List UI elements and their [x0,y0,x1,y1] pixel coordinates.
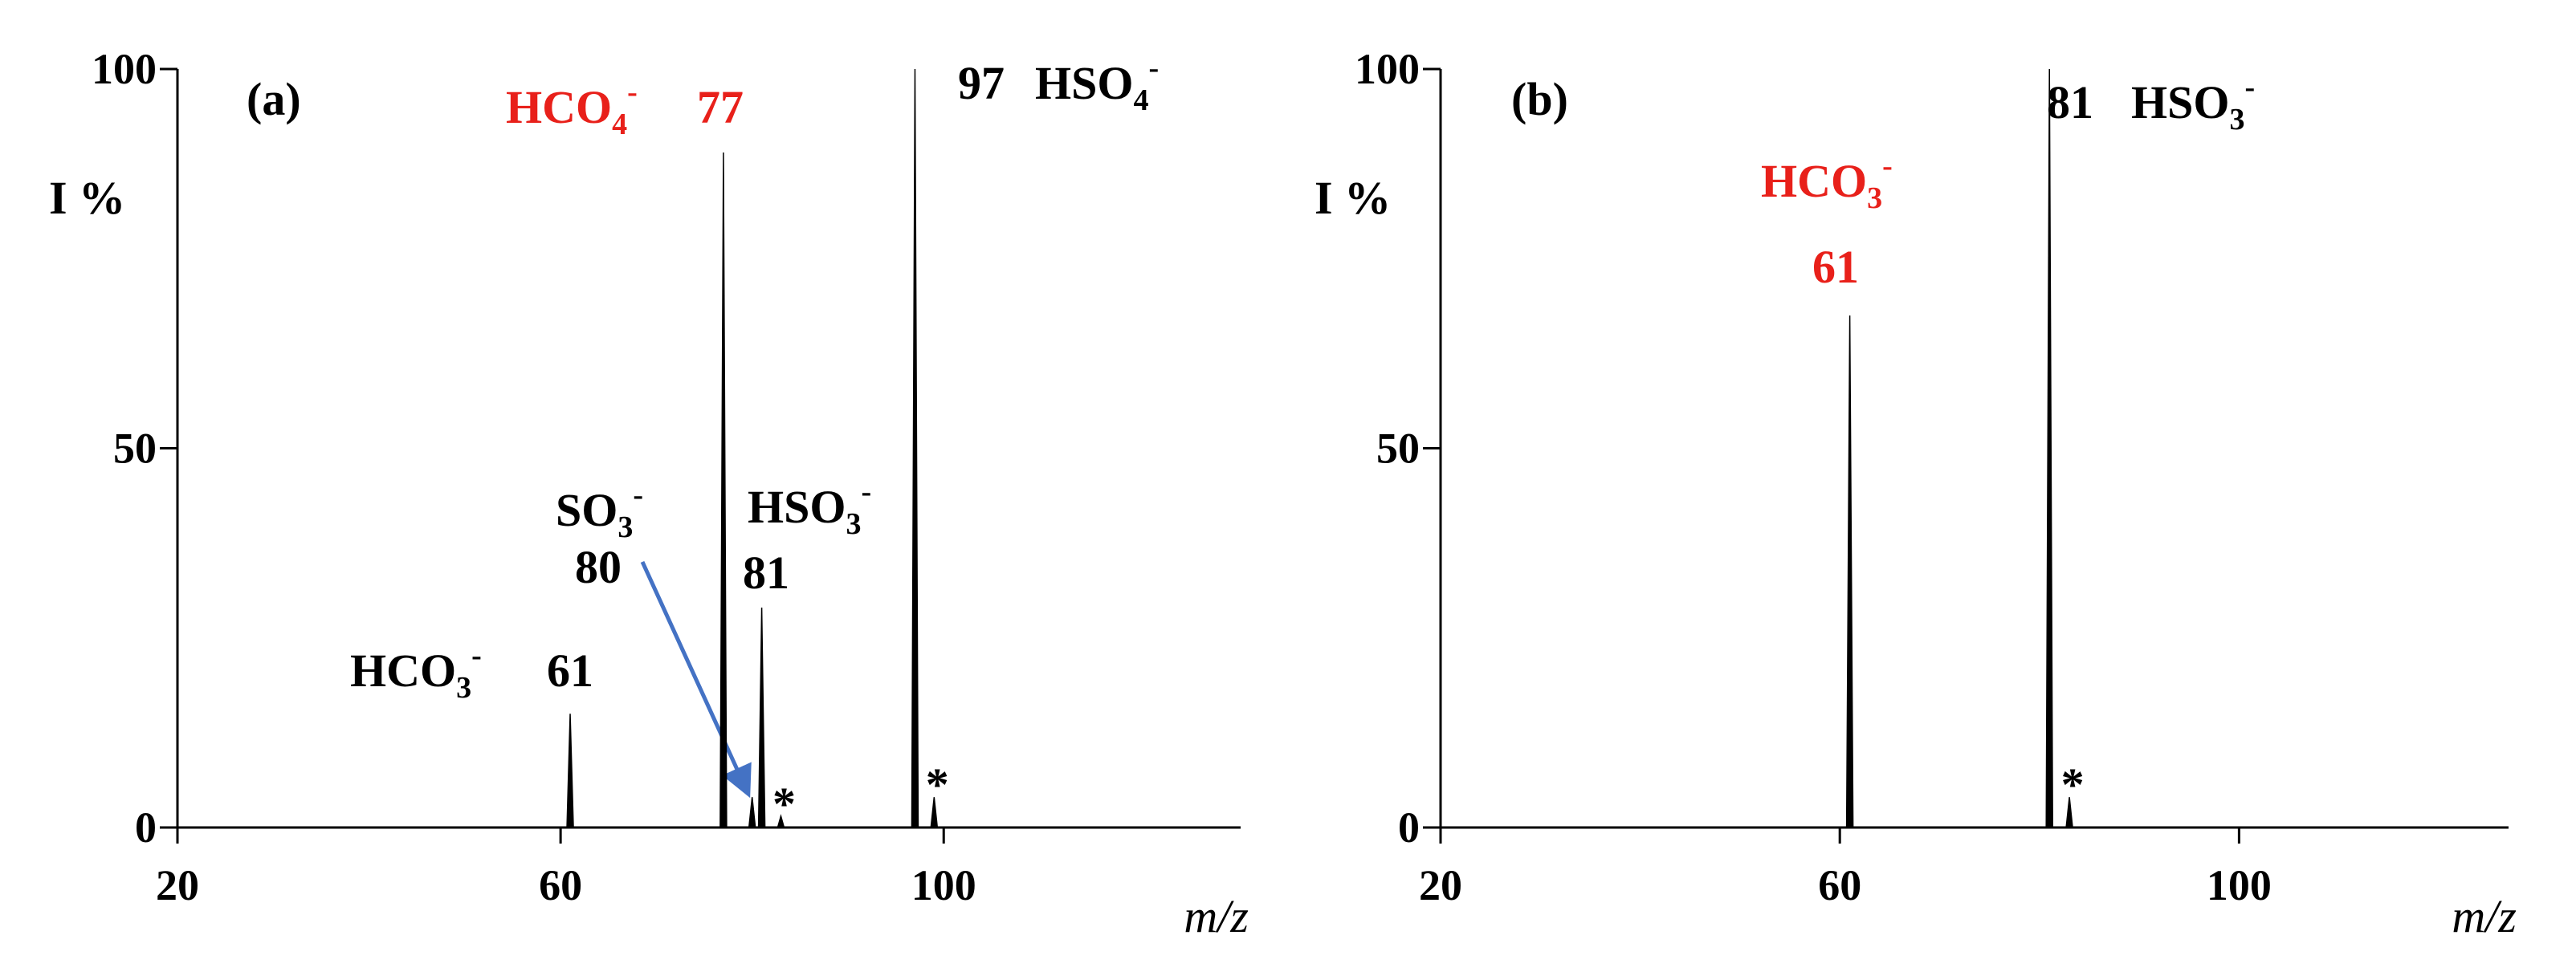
peak-note: * [772,778,796,830]
y-tick-label: 100 [1355,45,1420,93]
peak [776,814,785,828]
peak [2045,68,2053,828]
charge: - [471,639,482,673]
ion-label: HCO4- [506,75,638,141]
ion: HCO [1761,155,1867,207]
peak [911,68,919,828]
charge: - [1149,51,1160,85]
mz-label: 61 [1812,241,1859,293]
panel-label: (b) [1511,73,1568,125]
y-tick-label: 50 [1376,425,1420,473]
x-axis-label: m/z [2452,890,2517,942]
ion: HSO [2131,76,2230,128]
charge: - [1882,149,1893,183]
ion: HSO [748,481,846,533]
subscript: 3 [846,507,862,541]
peak [719,152,728,828]
ion: HSO [1035,57,1134,109]
x-tick-label: 100 [2207,861,2272,909]
mz-label: 81 [2047,76,2093,128]
subscript: 4 [612,108,627,141]
y-axis-label: I % [1314,172,1391,224]
ion-label: HCO3- [1761,149,1893,215]
ion: HCO [506,81,612,133]
y-tick-label: 100 [92,45,157,93]
mz-label: 61 [547,645,593,697]
charge: - [627,75,638,109]
ion: SO [556,484,618,536]
ion-label: SO3- [556,478,643,544]
mz-label: 81 [743,547,789,599]
y-axis-label: I % [49,172,125,224]
x-tick-label: 60 [539,861,582,909]
y-tick-label: 0 [135,803,157,852]
charge: - [862,475,872,509]
x-tick-label: 60 [1818,861,1861,909]
mz-label: 97 [958,57,1005,109]
x-tick-label: 20 [156,861,199,909]
peak [748,797,756,828]
ion-label: HSO4- [1035,51,1159,117]
y-tick-label: 50 [113,425,157,473]
arrow [640,560,752,799]
subscript: 3 [1867,181,1882,215]
charge: - [2245,71,2256,104]
peak-note: * [2061,758,2085,811]
x-tick-label: 100 [911,861,976,909]
mz-label: 80 [575,541,622,593]
x-tick-label: 20 [1419,861,1462,909]
peak-note: * [926,758,949,811]
x-axis-label: m/z [1184,890,1249,942]
panel-label: (a) [247,73,301,125]
ion-label: HCO3- [350,639,482,705]
y-tick-label: 0 [1398,803,1420,852]
peak [930,797,939,828]
subscript: 3 [2230,103,2245,136]
subscript: 3 [456,671,471,705]
mz-label: 77 [697,81,744,133]
peak [757,607,766,828]
subscript: 4 [1134,83,1149,117]
ion: HCO [350,645,456,697]
peak [2065,797,2073,828]
ion-label: HSO3- [748,475,871,541]
ion-label: HSO3- [2131,71,2255,136]
charge: - [633,478,643,512]
subscript: 3 [618,510,633,544]
peak [1845,315,1854,828]
peak [566,714,574,828]
